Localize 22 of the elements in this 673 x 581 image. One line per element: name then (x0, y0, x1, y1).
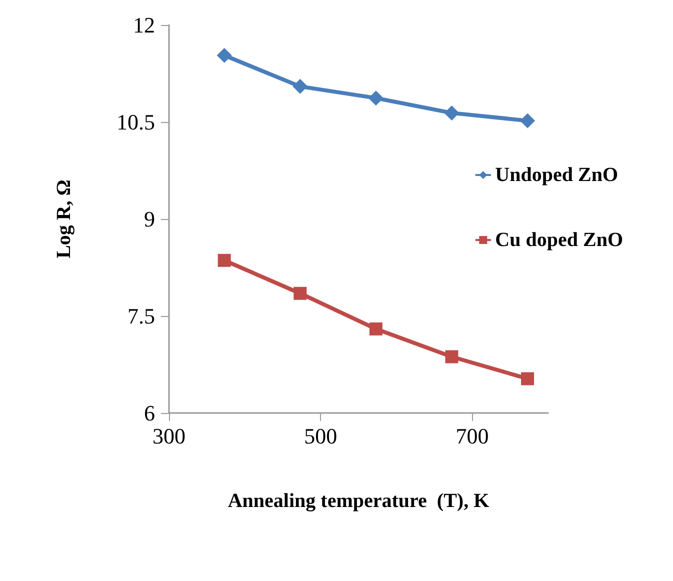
point (294, 286, 307, 300)
point (368, 90, 384, 106)
point (216, 48, 232, 63)
y-axis-title: Log R, Ω (53, 180, 75, 258)
point (521, 372, 534, 386)
y-tick-label: 6 (144, 400, 155, 426)
y-tick-label: 10.5 (116, 110, 155, 134)
point (369, 322, 382, 336)
point (218, 254, 231, 267)
y-tick-label: 12 (133, 12, 155, 38)
x-tick-label: 700 (456, 424, 489, 448)
y-tick-label: 7.5 (128, 304, 155, 328)
point (445, 350, 458, 364)
point (520, 113, 536, 128)
legend-label: Undoped ZnO (495, 164, 618, 186)
legend-label: Cu doped ZnO (495, 229, 624, 251)
point (444, 105, 460, 120)
x-tick-label: 300 (152, 424, 186, 448)
point (292, 78, 308, 94)
x-tick-label: 500 (304, 424, 338, 448)
x-axis-title: Annealing temperature (T), K (228, 490, 490, 512)
y-tick-label: 9 (144, 206, 155, 232)
